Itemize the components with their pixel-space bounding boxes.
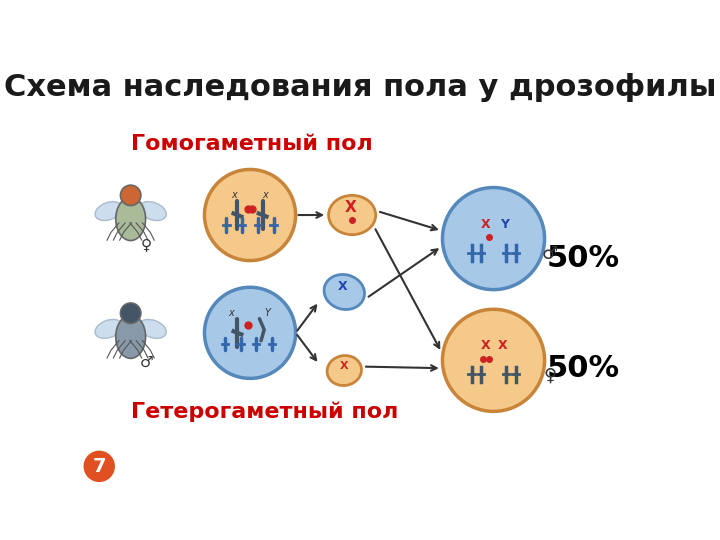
Text: Схема наследования пола у дрозофилы: Схема наследования пола у дрозофилы [4,73,716,102]
Text: X: X [481,339,490,352]
Text: Y: Y [500,218,509,231]
Ellipse shape [116,315,145,359]
Text: Гомогаметный пол: Гомогаметный пол [130,134,372,154]
Ellipse shape [139,320,166,339]
Text: X: X [345,200,356,215]
Circle shape [443,187,544,289]
Text: 50%: 50% [547,354,620,383]
Text: 7: 7 [92,457,106,476]
Ellipse shape [95,320,122,339]
Text: ♀: ♀ [141,238,152,252]
Circle shape [120,185,141,206]
Text: X: X [338,280,348,293]
Text: x: x [228,308,234,318]
Circle shape [204,287,296,379]
Text: x: x [263,190,269,200]
Ellipse shape [327,355,361,386]
Text: x: x [231,190,237,200]
Ellipse shape [116,197,145,240]
Text: 50%: 50% [547,244,620,273]
Circle shape [84,451,115,482]
Text: ♀: ♀ [544,367,557,385]
Text: Y: Y [264,308,270,318]
Text: ♂: ♂ [542,245,558,264]
Ellipse shape [328,195,376,235]
Ellipse shape [139,201,166,220]
Circle shape [120,303,141,323]
Text: X: X [498,339,508,352]
Text: ♂: ♂ [140,355,153,370]
Circle shape [443,309,544,411]
Circle shape [204,170,296,261]
Ellipse shape [324,274,364,309]
Text: X: X [340,361,348,371]
Text: Гетерогаметный пол: Гетерогаметный пол [130,401,398,422]
Ellipse shape [95,201,122,220]
Text: X: X [481,218,490,231]
